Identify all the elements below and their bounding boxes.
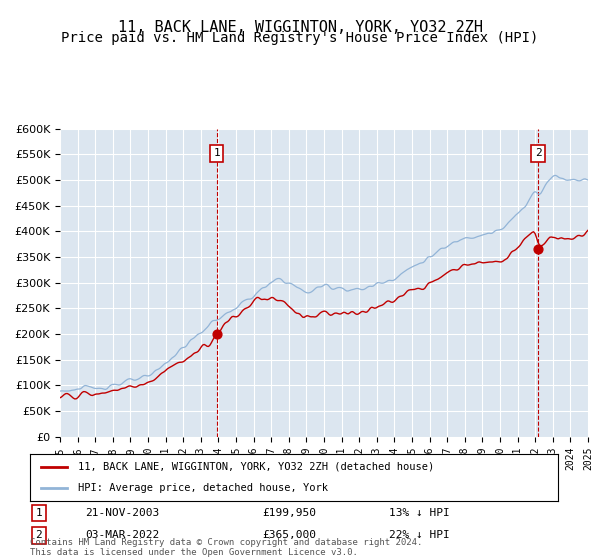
Text: 21-NOV-2003: 21-NOV-2003 (85, 508, 160, 518)
Text: £365,000: £365,000 (262, 530, 316, 540)
Text: Contains HM Land Registry data © Crown copyright and database right 2024.
This d: Contains HM Land Registry data © Crown c… (30, 538, 422, 557)
Text: £199,950: £199,950 (262, 508, 316, 518)
Text: 22% ↓ HPI: 22% ↓ HPI (389, 530, 449, 540)
Text: HPI: Average price, detached house, York: HPI: Average price, detached house, York (77, 483, 328, 493)
Text: 2: 2 (535, 148, 542, 158)
Text: 1: 1 (35, 508, 42, 518)
Text: 11, BACK LANE, WIGGINTON, YORK, YO32 2ZH (detached house): 11, BACK LANE, WIGGINTON, YORK, YO32 2ZH… (77, 462, 434, 472)
Point (533, 245, 543, 254)
Text: 13% ↓ HPI: 13% ↓ HPI (389, 508, 449, 518)
Text: Price paid vs. HM Land Registry's House Price Index (HPI): Price paid vs. HM Land Registry's House … (61, 31, 539, 45)
Text: 03-MAR-2022: 03-MAR-2022 (85, 530, 160, 540)
Text: 1: 1 (213, 148, 220, 158)
Point (212, 330, 221, 339)
Text: 11, BACK LANE, WIGGINTON, YORK, YO32 2ZH: 11, BACK LANE, WIGGINTON, YORK, YO32 2ZH (118, 20, 482, 35)
Text: 2: 2 (35, 530, 42, 540)
